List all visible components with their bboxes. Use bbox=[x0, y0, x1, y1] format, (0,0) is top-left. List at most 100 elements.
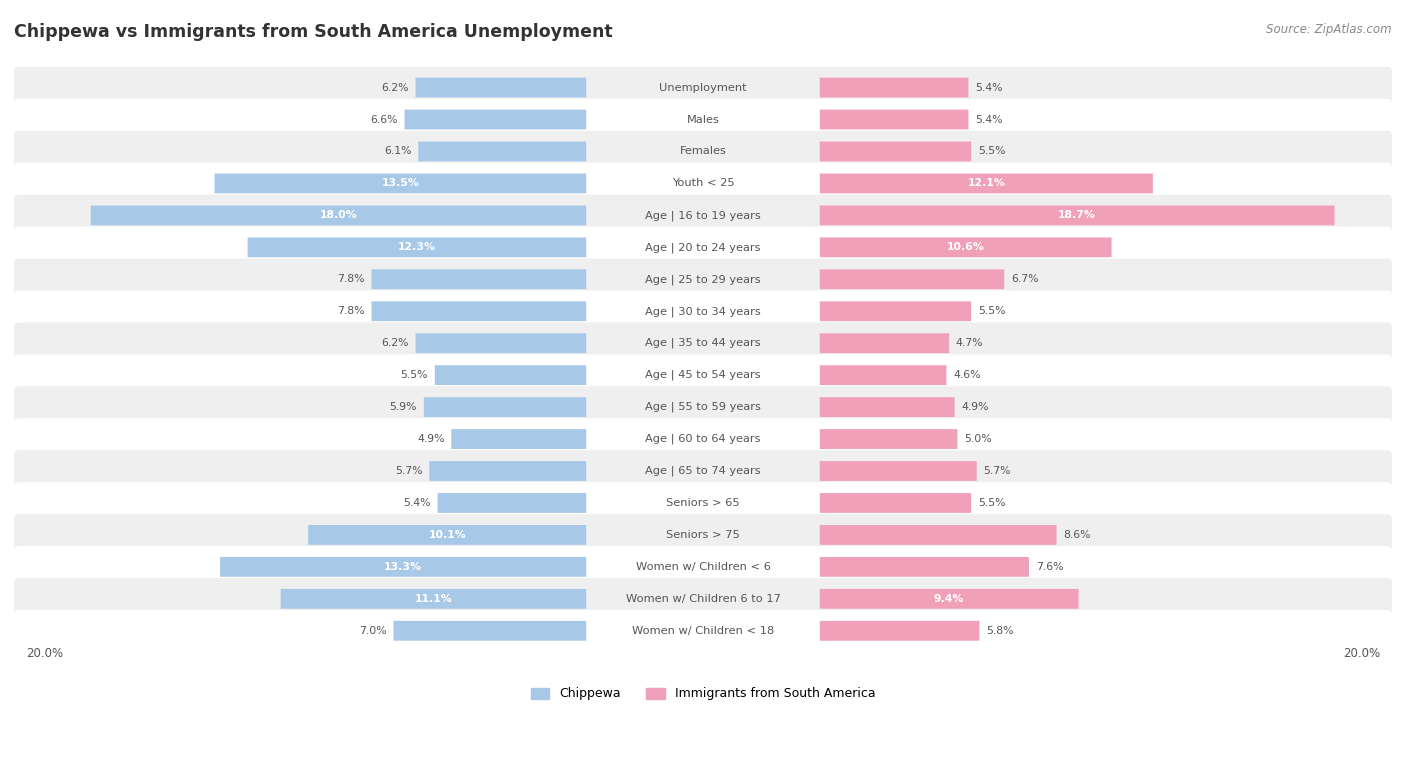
Text: 6.7%: 6.7% bbox=[1011, 274, 1039, 285]
FancyBboxPatch shape bbox=[14, 514, 1392, 556]
Text: 20.0%: 20.0% bbox=[1343, 647, 1381, 660]
Text: 5.5%: 5.5% bbox=[401, 370, 429, 380]
FancyBboxPatch shape bbox=[14, 546, 1392, 587]
Text: 12.1%: 12.1% bbox=[967, 179, 1005, 188]
FancyBboxPatch shape bbox=[820, 397, 955, 417]
FancyBboxPatch shape bbox=[820, 621, 980, 640]
FancyBboxPatch shape bbox=[371, 269, 586, 289]
FancyBboxPatch shape bbox=[820, 365, 946, 385]
Text: 10.6%: 10.6% bbox=[946, 242, 984, 252]
Text: 5.9%: 5.9% bbox=[389, 402, 418, 412]
Text: 8.6%: 8.6% bbox=[1063, 530, 1091, 540]
Text: 7.8%: 7.8% bbox=[337, 307, 364, 316]
Text: 7.6%: 7.6% bbox=[1036, 562, 1063, 572]
FancyBboxPatch shape bbox=[429, 461, 586, 481]
FancyBboxPatch shape bbox=[419, 142, 586, 161]
Text: 6.2%: 6.2% bbox=[381, 83, 409, 92]
Text: 7.0%: 7.0% bbox=[359, 626, 387, 636]
FancyBboxPatch shape bbox=[820, 493, 972, 513]
Text: 5.5%: 5.5% bbox=[977, 307, 1005, 316]
FancyBboxPatch shape bbox=[416, 78, 586, 98]
Legend: Chippewa, Immigrants from South America: Chippewa, Immigrants from South America bbox=[526, 683, 880, 706]
FancyBboxPatch shape bbox=[14, 195, 1392, 236]
Text: 7.8%: 7.8% bbox=[337, 274, 364, 285]
Text: 13.5%: 13.5% bbox=[381, 179, 419, 188]
Text: 5.0%: 5.0% bbox=[965, 434, 991, 444]
Text: 5.5%: 5.5% bbox=[977, 147, 1005, 157]
FancyBboxPatch shape bbox=[820, 238, 1112, 257]
Text: 5.7%: 5.7% bbox=[983, 466, 1011, 476]
Text: Women w/ Children < 6: Women w/ Children < 6 bbox=[636, 562, 770, 572]
FancyBboxPatch shape bbox=[14, 322, 1392, 364]
Text: Seniors > 65: Seniors > 65 bbox=[666, 498, 740, 508]
FancyBboxPatch shape bbox=[820, 525, 1056, 545]
FancyBboxPatch shape bbox=[14, 386, 1392, 428]
FancyBboxPatch shape bbox=[221, 557, 586, 577]
FancyBboxPatch shape bbox=[14, 578, 1392, 619]
Text: Source: ZipAtlas.com: Source: ZipAtlas.com bbox=[1267, 23, 1392, 36]
Text: Youth < 25: Youth < 25 bbox=[672, 179, 734, 188]
Text: 5.7%: 5.7% bbox=[395, 466, 423, 476]
Text: 12.3%: 12.3% bbox=[398, 242, 436, 252]
Text: 6.2%: 6.2% bbox=[381, 338, 409, 348]
FancyBboxPatch shape bbox=[820, 557, 1029, 577]
Text: 4.6%: 4.6% bbox=[953, 370, 980, 380]
Text: 4.9%: 4.9% bbox=[418, 434, 444, 444]
Text: 11.1%: 11.1% bbox=[415, 593, 453, 604]
FancyBboxPatch shape bbox=[820, 78, 969, 98]
Text: Unemployment: Unemployment bbox=[659, 83, 747, 92]
Text: 18.0%: 18.0% bbox=[319, 210, 357, 220]
FancyBboxPatch shape bbox=[820, 173, 1153, 193]
Text: 6.6%: 6.6% bbox=[370, 114, 398, 125]
Text: Age | 30 to 34 years: Age | 30 to 34 years bbox=[645, 306, 761, 316]
Text: Males: Males bbox=[686, 114, 720, 125]
FancyBboxPatch shape bbox=[14, 67, 1392, 108]
Text: Age | 35 to 44 years: Age | 35 to 44 years bbox=[645, 338, 761, 348]
Text: 18.7%: 18.7% bbox=[1059, 210, 1097, 220]
Text: Age | 60 to 64 years: Age | 60 to 64 years bbox=[645, 434, 761, 444]
Text: 9.4%: 9.4% bbox=[934, 593, 965, 604]
FancyBboxPatch shape bbox=[820, 205, 1334, 226]
Text: Women w/ Children 6 to 17: Women w/ Children 6 to 17 bbox=[626, 593, 780, 604]
FancyBboxPatch shape bbox=[434, 365, 586, 385]
FancyBboxPatch shape bbox=[820, 142, 972, 161]
FancyBboxPatch shape bbox=[405, 110, 586, 129]
FancyBboxPatch shape bbox=[91, 205, 586, 226]
FancyBboxPatch shape bbox=[308, 525, 586, 545]
Text: Age | 65 to 74 years: Age | 65 to 74 years bbox=[645, 466, 761, 476]
Text: 5.5%: 5.5% bbox=[977, 498, 1005, 508]
Text: 5.4%: 5.4% bbox=[404, 498, 430, 508]
FancyBboxPatch shape bbox=[451, 429, 586, 449]
Text: 5.8%: 5.8% bbox=[986, 626, 1014, 636]
Text: Age | 16 to 19 years: Age | 16 to 19 years bbox=[645, 210, 761, 220]
Text: Seniors > 75: Seniors > 75 bbox=[666, 530, 740, 540]
FancyBboxPatch shape bbox=[215, 173, 586, 193]
FancyBboxPatch shape bbox=[281, 589, 586, 609]
FancyBboxPatch shape bbox=[14, 163, 1392, 204]
Text: 5.4%: 5.4% bbox=[976, 114, 1002, 125]
FancyBboxPatch shape bbox=[820, 333, 949, 353]
FancyBboxPatch shape bbox=[14, 226, 1392, 268]
FancyBboxPatch shape bbox=[820, 589, 1078, 609]
Text: 5.4%: 5.4% bbox=[976, 83, 1002, 92]
FancyBboxPatch shape bbox=[14, 259, 1392, 300]
Text: Age | 25 to 29 years: Age | 25 to 29 years bbox=[645, 274, 761, 285]
FancyBboxPatch shape bbox=[14, 419, 1392, 459]
FancyBboxPatch shape bbox=[820, 269, 1004, 289]
Text: 13.3%: 13.3% bbox=[384, 562, 422, 572]
FancyBboxPatch shape bbox=[820, 301, 972, 321]
FancyBboxPatch shape bbox=[14, 98, 1392, 140]
FancyBboxPatch shape bbox=[371, 301, 586, 321]
FancyBboxPatch shape bbox=[820, 461, 977, 481]
FancyBboxPatch shape bbox=[247, 238, 586, 257]
Text: Women w/ Children < 18: Women w/ Children < 18 bbox=[631, 626, 775, 636]
Text: 6.1%: 6.1% bbox=[384, 147, 412, 157]
Text: Age | 55 to 59 years: Age | 55 to 59 years bbox=[645, 402, 761, 413]
Text: Females: Females bbox=[679, 147, 727, 157]
FancyBboxPatch shape bbox=[14, 450, 1392, 492]
FancyBboxPatch shape bbox=[423, 397, 586, 417]
Text: Chippewa vs Immigrants from South America Unemployment: Chippewa vs Immigrants from South Americ… bbox=[14, 23, 613, 41]
FancyBboxPatch shape bbox=[416, 333, 586, 353]
Text: 4.7%: 4.7% bbox=[956, 338, 983, 348]
FancyBboxPatch shape bbox=[437, 493, 586, 513]
